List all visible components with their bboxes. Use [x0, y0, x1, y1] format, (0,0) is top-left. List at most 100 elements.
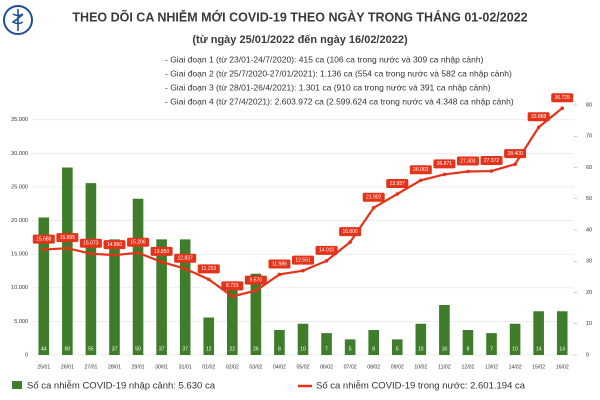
x-tick-label: 03/02 — [249, 364, 262, 370]
bar — [415, 323, 427, 355]
line-point — [419, 178, 423, 183]
y2-tick-label: 0 — [586, 352, 589, 358]
point-label-box — [315, 245, 338, 255]
x-tick-label: 25/01 — [37, 364, 50, 370]
bar — [38, 217, 50, 355]
x-tick-label: 30/01 — [155, 364, 168, 370]
point-label-box — [32, 234, 55, 244]
point-label-box — [551, 93, 574, 103]
point-label-box — [433, 159, 456, 169]
bar — [321, 333, 332, 355]
line-point — [41, 247, 46, 252]
y2-tick-label: 80 — [586, 102, 592, 108]
bar — [297, 323, 309, 355]
bar-label: 37 — [182, 346, 188, 352]
line-point — [112, 253, 117, 257]
bar — [62, 167, 73, 355]
x-tick-label: 06/02 — [320, 364, 333, 370]
x-tick-label: 13/02 — [485, 364, 498, 370]
line-point — [206, 277, 211, 282]
x-tick-label: 02/02 — [226, 364, 239, 370]
point-label: 14.010 — [319, 248, 335, 254]
bar-label: 16 — [442, 346, 448, 352]
bar — [439, 305, 450, 355]
note: - Giai đoạn 2 (từ 25/7/2020-27/01/2021):… — [165, 68, 512, 78]
legend-swatch — [12, 381, 22, 389]
point-label: 27.372 — [484, 158, 500, 164]
bar — [368, 330, 379, 355]
bar — [274, 330, 285, 355]
point-label-box — [362, 192, 385, 202]
bar — [462, 330, 474, 355]
x-tick-label: 08/02 — [367, 364, 380, 370]
bar — [179, 239, 191, 355]
point-label-box — [409, 165, 432, 175]
bar-label: 10 — [300, 346, 306, 352]
point-label-box — [527, 112, 550, 122]
note: - Giai đoạn 1 (từ 23/01-24/7/2020): 415 … — [165, 54, 484, 64]
point-label-box — [221, 281, 244, 291]
x-tick-label: 10/02 — [414, 364, 427, 370]
bar-label: 55 — [88, 346, 94, 352]
bar-label: 8 — [467, 346, 470, 352]
bar-label: 7 — [490, 346, 493, 352]
bar-label: 8 — [372, 346, 375, 352]
bar — [85, 183, 97, 355]
point-label-box — [174, 253, 197, 263]
bar-label: 14 — [559, 346, 565, 352]
bar-label: 8 — [278, 346, 281, 352]
bar — [227, 286, 238, 355]
bar — [132, 198, 144, 355]
bar-label: 50 — [135, 346, 141, 352]
point-label: 36.725 — [555, 95, 571, 101]
point-label: 21.902 — [366, 195, 382, 201]
x-tick-label: 05/02 — [297, 364, 310, 370]
x-tick-label: 14/02 — [509, 364, 522, 370]
x-tick-label: 26/01 — [61, 364, 74, 370]
note: - Giai đoạn 4 (từ 27/4/2021): 2.603.972 … — [165, 96, 514, 106]
bar-label: 12 — [206, 346, 212, 352]
bar-label: 26 — [253, 346, 259, 352]
line-point — [136, 251, 140, 255]
y-tick-label: 0 — [25, 352, 28, 358]
point-label: 11.986 — [272, 261, 287, 267]
bar-label: 60 — [65, 346, 71, 352]
bar — [486, 333, 497, 355]
bar — [533, 311, 544, 355]
point-label: 26.871 — [437, 161, 453, 167]
point-label-box — [386, 178, 409, 188]
point-label: 12.551 — [295, 257, 311, 263]
bar-label: 37 — [159, 346, 165, 352]
y2-tick-label: 30 — [586, 259, 592, 265]
y-tick-label: 20.000 — [11, 218, 28, 224]
line-point — [536, 125, 541, 130]
x-tick-label: 28/01 — [108, 364, 121, 370]
line-point — [371, 206, 376, 210]
legend-label: Số ca nhiễm COVID-19 trong nước: 2.601.1… — [316, 381, 526, 392]
bar-label: 10 — [418, 346, 424, 352]
point-label: 27.303 — [460, 158, 476, 164]
point-label: 15.688 — [36, 236, 52, 242]
point-label-box — [339, 227, 362, 237]
line-point — [348, 240, 352, 244]
logo-symbol — [11, 9, 24, 31]
x-tick-label: 11/02 — [438, 364, 451, 370]
point-label-box — [504, 149, 527, 159]
point-label: 11.253 — [201, 266, 216, 272]
y-tick-label: 10.000 — [11, 285, 28, 291]
point-label: 14.860 — [107, 242, 123, 248]
point-label-box — [456, 156, 479, 166]
x-tick-label: 12/02 — [461, 364, 474, 370]
bar-label: 14 — [536, 346, 542, 352]
point-label: 26.003 — [413, 167, 429, 173]
line-point — [324, 259, 329, 263]
y-tick-label: 30.000 — [11, 151, 28, 157]
line-point — [65, 246, 70, 250]
y2-tick-label: 40 — [586, 227, 592, 233]
x-tick-label: 09/02 — [391, 364, 404, 370]
chart-title: THEO DÕI CA NHIỄM MỚI COVID-19 THEO NGÀY… — [72, 9, 527, 24]
point-label: 33.888 — [531, 114, 547, 120]
point-label: 23.957 — [390, 181, 406, 187]
